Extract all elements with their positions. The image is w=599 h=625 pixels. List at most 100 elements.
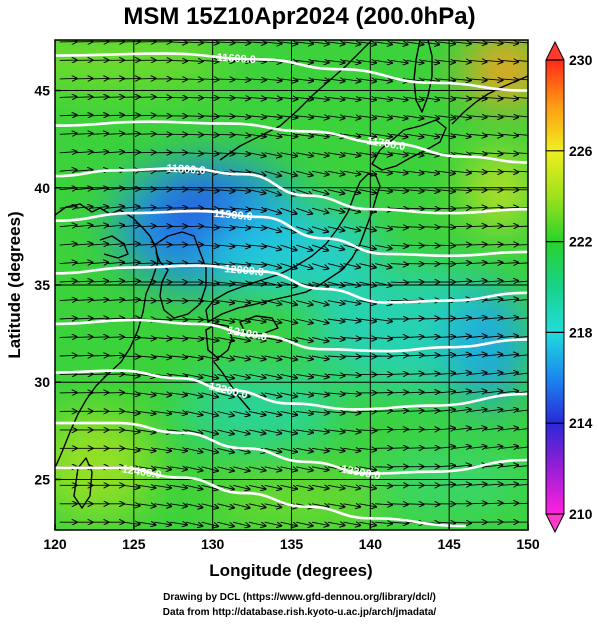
wind-arrow xyxy=(516,280,528,283)
wind-arrow xyxy=(422,411,439,412)
wind-arrow xyxy=(280,373,298,378)
wind-arrow xyxy=(75,207,93,209)
wind-arrow xyxy=(170,374,187,376)
wind-arrow xyxy=(59,300,77,301)
wind-arrow xyxy=(501,42,518,44)
wind-arrow xyxy=(106,244,124,245)
wind-arrow xyxy=(201,116,219,117)
wind-arrow xyxy=(501,428,518,430)
wind-arrow xyxy=(170,393,187,395)
wind-arrow xyxy=(311,244,328,250)
wind-arrow xyxy=(122,134,140,135)
wind-arrow xyxy=(233,374,250,378)
wind-arrow xyxy=(201,338,219,341)
wind-arrow xyxy=(264,392,282,397)
wind-arrow xyxy=(390,522,408,523)
wind-arrow xyxy=(311,393,329,395)
wind-arrow xyxy=(311,189,328,194)
wind-arrow xyxy=(343,338,361,339)
wind-arrow xyxy=(106,337,124,338)
wind-arrow xyxy=(154,411,171,413)
wind-arrow xyxy=(185,447,203,452)
wind-arrow xyxy=(264,300,282,305)
wind-arrow xyxy=(422,97,439,100)
wind-arrow xyxy=(327,60,345,62)
wind-arrow xyxy=(75,300,93,301)
wind-arrow xyxy=(375,97,392,99)
russia-coast xyxy=(219,40,373,161)
wind-arrow xyxy=(311,171,329,174)
wind-arrow xyxy=(248,374,266,378)
wind-arrow xyxy=(248,227,266,229)
wind-arrow xyxy=(327,116,345,118)
wind-arrow xyxy=(264,226,281,232)
wind-arrow xyxy=(201,373,219,378)
wind-arrow xyxy=(406,411,424,412)
wind-arrow xyxy=(422,374,439,375)
wind-arrow xyxy=(516,354,528,357)
wind-arrow xyxy=(91,300,108,301)
wind-arrow xyxy=(201,521,219,526)
wind-arrow xyxy=(296,79,313,81)
wind-arrow xyxy=(453,409,471,411)
wind-arrow xyxy=(422,429,439,430)
wind-arrow xyxy=(296,207,312,214)
wind-arrow xyxy=(406,60,424,63)
wind-arrow xyxy=(280,244,297,250)
wind-arrow xyxy=(138,263,156,264)
wind-arrow xyxy=(453,336,471,338)
wind-arrow xyxy=(296,97,313,99)
wind-arrow xyxy=(501,244,518,245)
wind-arrow xyxy=(296,430,313,433)
wind-arrow xyxy=(375,467,392,468)
wind-arrow xyxy=(375,42,392,45)
wind-arrow xyxy=(453,116,471,118)
wind-arrow xyxy=(106,262,124,263)
wind-arrow xyxy=(375,319,392,321)
wind-arrow xyxy=(75,225,93,227)
wind-arrow xyxy=(122,300,140,301)
wind-arrow xyxy=(453,60,471,62)
wind-arrow xyxy=(91,152,108,153)
wind-arrow xyxy=(359,190,376,193)
wind-arrow xyxy=(154,208,171,209)
wind-arrow xyxy=(422,392,439,393)
x-axis-label: Longitude (degrees) xyxy=(209,561,372,580)
wind-arrow xyxy=(359,97,376,99)
y-tick-label: 30 xyxy=(34,374,50,390)
wind-arrow xyxy=(233,171,250,173)
wind-arrow xyxy=(343,467,361,470)
wind-arrow xyxy=(343,504,361,507)
wind-arrow xyxy=(217,356,234,360)
wind-arrow xyxy=(233,60,250,61)
wind-arrow xyxy=(516,409,528,412)
wind-arrow xyxy=(406,227,424,228)
wind-arrow xyxy=(138,393,156,395)
wind-arrow xyxy=(185,171,203,172)
wind-arrow xyxy=(170,97,187,98)
map-title: MSM 15Z10Apr2024 (200.0hPa) xyxy=(123,3,476,30)
wind-arrow xyxy=(264,504,282,508)
wind-arrow xyxy=(170,467,187,470)
wind-arrow xyxy=(311,207,328,213)
wind-arrow xyxy=(390,97,408,100)
wind-arrow xyxy=(453,134,471,136)
wind-arrow xyxy=(390,264,408,265)
wind-arrow xyxy=(359,485,376,488)
wind-arrow xyxy=(296,484,313,489)
wind-arrow xyxy=(327,171,345,174)
wind-arrow xyxy=(501,354,518,356)
colorbar-ticks: 230 226 222 218 214 210 xyxy=(546,52,593,522)
wind-arrow xyxy=(327,430,345,432)
y-tick-label: 40 xyxy=(34,180,50,196)
wind-arrow xyxy=(469,171,487,172)
wind-arrow xyxy=(280,116,298,118)
wind-arrow xyxy=(343,522,361,525)
wind-arrow xyxy=(217,227,234,229)
wind-arrow xyxy=(233,134,250,136)
wind-arrow xyxy=(185,42,203,43)
wind-arrow xyxy=(201,153,219,154)
wind-arrow xyxy=(438,227,455,228)
wind-arrow xyxy=(122,374,140,376)
